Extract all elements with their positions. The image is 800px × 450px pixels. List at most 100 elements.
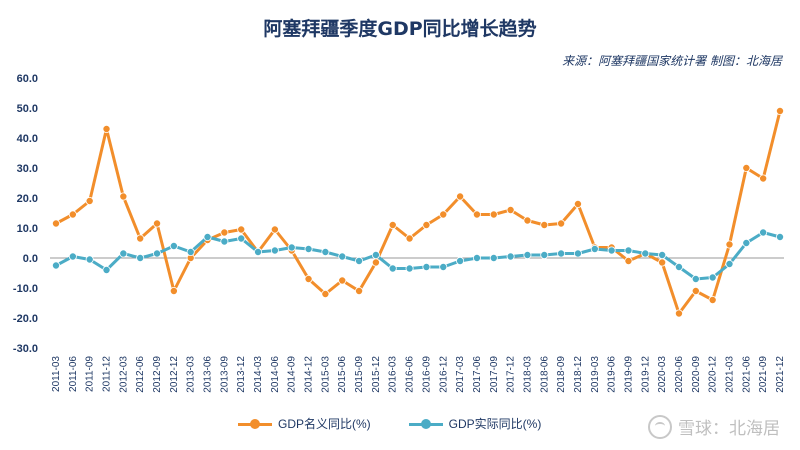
legend-swatch-nominal: [238, 418, 272, 430]
data-point-1: [708, 273, 717, 282]
data-point-1: [220, 237, 229, 246]
y-tick-label: -10.0: [13, 283, 38, 295]
legend-swatch-real: [408, 418, 443, 430]
x-tick-label: 2018-12: [573, 356, 584, 393]
data-point-1: [355, 256, 364, 265]
x-tick-label: 2014-06: [270, 356, 281, 393]
x-tick-label: 2016-03: [388, 356, 399, 393]
x-tick-label: 2020-12: [708, 356, 719, 393]
data-point-0: [169, 286, 178, 295]
legend-item-nominal: GDP名义同比(%): [238, 415, 371, 432]
data-point-1: [472, 253, 481, 262]
data-point-1: [405, 264, 414, 273]
y-tick-label: 10.0: [17, 223, 38, 235]
data-point-1: [523, 250, 532, 259]
data-point-1: [68, 252, 77, 261]
data-point-1: [422, 262, 431, 271]
x-tick-label: 2015-06: [337, 356, 348, 393]
data-point-1: [759, 228, 768, 237]
data-point-1: [136, 253, 145, 262]
x-tick-label: 2014-03: [253, 356, 264, 393]
data-point-1: [573, 249, 582, 258]
data-point-1: [237, 234, 246, 243]
data-point-0: [102, 125, 111, 134]
x-tick-label: 2014-09: [287, 356, 298, 393]
x-tick-label: 2020-03: [657, 356, 668, 393]
data-point-1: [658, 250, 667, 259]
x-tick-label: 2013-03: [186, 356, 197, 393]
x-tick-label: 2021-09: [758, 356, 769, 393]
data-point-0: [573, 199, 582, 208]
data-point-0: [136, 234, 145, 243]
x-tick-label: 2013-06: [203, 356, 214, 393]
data-point-1: [456, 256, 465, 265]
x-tick-label: 2021-12: [775, 356, 786, 393]
data-point-1: [691, 274, 700, 283]
data-point-0: [405, 234, 414, 243]
data-point-1: [203, 232, 212, 241]
data-point-1: [304, 244, 313, 253]
data-point-0: [506, 205, 515, 214]
legend-label-real: GDP实际同比(%): [448, 417, 542, 431]
chart-source: 来源：阿塞拜疆国家统计署 制图：北海居: [562, 54, 782, 68]
data-point-0: [304, 274, 313, 283]
data-point-1: [321, 247, 330, 256]
data-point-0: [776, 107, 785, 116]
data-point-0: [540, 220, 549, 229]
data-point-0: [489, 210, 498, 219]
data-point-1: [153, 249, 162, 258]
y-tick-label: 20.0: [17, 193, 38, 205]
data-point-1: [371, 250, 380, 259]
data-point-1: [725, 259, 734, 268]
data-point-1: [169, 241, 178, 250]
data-point-1: [388, 264, 397, 273]
series-line-0: [54, 109, 782, 315]
data-point-1: [557, 249, 566, 258]
x-tick-label: 2011-03: [51, 356, 62, 392]
data-point-1: [254, 247, 263, 256]
data-point-0: [742, 163, 751, 172]
data-point-1: [607, 246, 616, 255]
data-point-0: [220, 228, 229, 237]
data-point-0: [338, 276, 347, 285]
data-point-0: [85, 196, 94, 205]
data-point-1: [52, 261, 61, 270]
data-point-0: [237, 225, 246, 234]
x-tick-label: 2011-06: [68, 356, 79, 392]
x-tick-label: 2020-06: [674, 356, 685, 393]
x-tick-label: 2014-12: [304, 356, 315, 393]
x-tick-label: 2018-06: [539, 356, 550, 393]
y-tick-label: 50.0: [17, 103, 38, 115]
data-point-0: [658, 258, 667, 267]
legend-item-real: GDP实际同比(%): [408, 415, 542, 432]
data-point-0: [321, 289, 330, 298]
x-tick-label: 2012-09: [152, 356, 163, 393]
data-point-0: [422, 220, 431, 229]
data-point-0: [371, 258, 380, 267]
data-point-0: [153, 219, 162, 228]
data-point-0: [674, 309, 683, 318]
x-tick-label: 2013-12: [236, 356, 247, 393]
x-tick-label: 2020-09: [691, 356, 702, 393]
data-point-0: [119, 192, 128, 201]
data-point-0: [557, 219, 566, 228]
y-tick-label: 60.0: [17, 73, 38, 85]
y-tick-label: 0.0: [23, 253, 38, 265]
x-tick-label: 2015-09: [354, 356, 365, 393]
data-point-1: [85, 255, 94, 264]
y-tick-label: 40.0: [17, 133, 38, 145]
data-point-1: [540, 250, 549, 259]
data-point-0: [439, 210, 448, 219]
data-point-1: [338, 252, 347, 261]
x-tick-label: 2017-03: [455, 356, 466, 393]
x-tick-label: 2016-06: [405, 356, 416, 393]
y-tick-label: -30.0: [13, 343, 38, 355]
data-point-0: [270, 225, 279, 234]
data-point-1: [590, 244, 599, 253]
data-point-0: [456, 192, 465, 201]
y-tick-label: 30.0: [17, 163, 38, 175]
data-point-0: [52, 219, 61, 228]
data-point-1: [674, 262, 683, 271]
x-tick-label: 2019-12: [640, 356, 651, 393]
data-point-0: [624, 256, 633, 265]
